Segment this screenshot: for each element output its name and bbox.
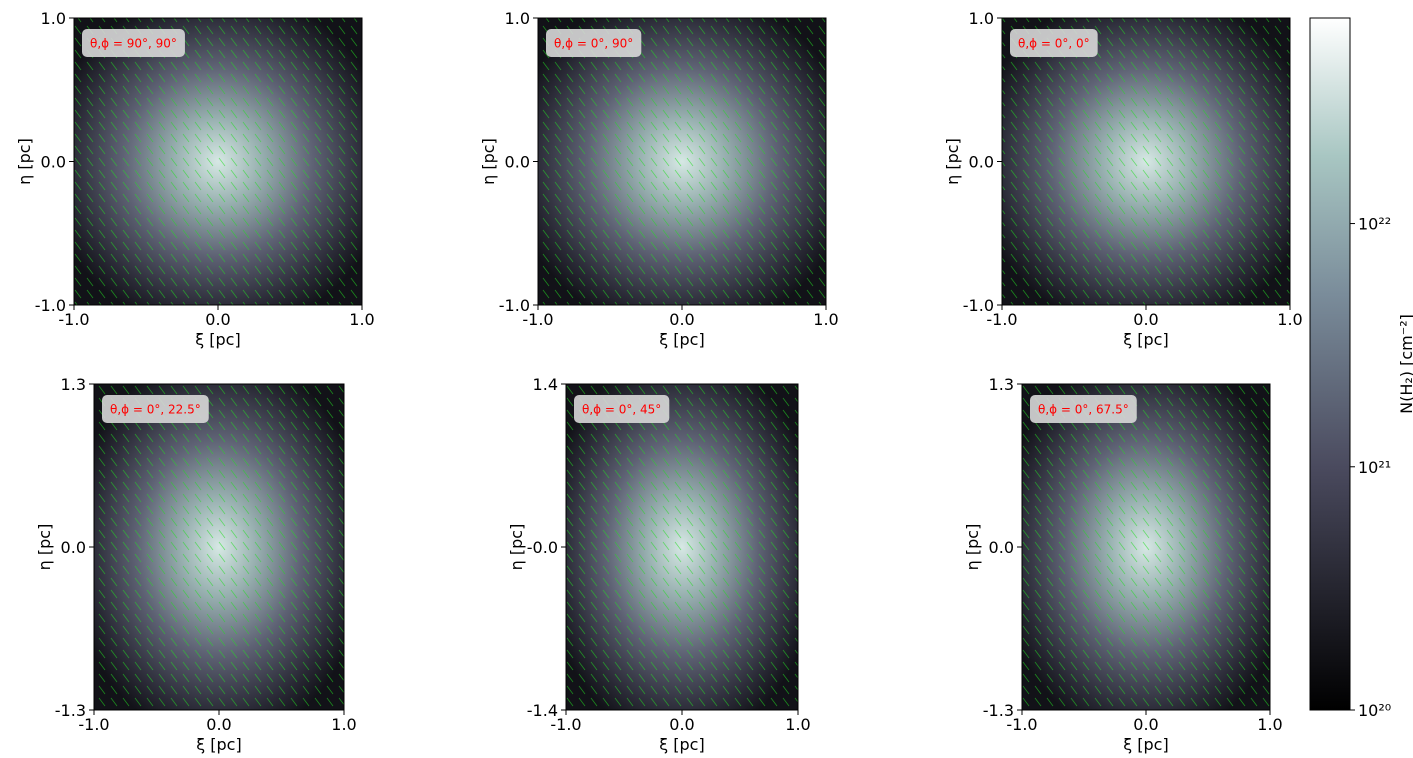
field-vectors <box>566 384 798 710</box>
panel-title: θ,ϕ = 0°, 90° <box>554 37 633 51</box>
x-tick-label: 1.0 <box>331 715 356 734</box>
x-tick-label: 0.0 <box>1133 715 1158 734</box>
panel-title: θ,ϕ = 0°, 22.5° <box>110 403 201 417</box>
panel-title: θ,ϕ = 0°, 45° <box>582 403 661 417</box>
x-tick-label: 0.0 <box>205 310 230 329</box>
x-tick-label: 1.0 <box>785 715 810 734</box>
y-axis-label: η [pc] <box>963 524 982 571</box>
field-vectors <box>1002 18 1290 305</box>
y-axis-label: η [pc] <box>943 138 962 185</box>
y-tick-label: 0.0 <box>989 538 1014 557</box>
field-vectors <box>94 384 344 710</box>
y-tick-label: 1.0 <box>505 9 530 28</box>
x-axis-label: ξ [pc] <box>659 735 704 754</box>
x-tick-label: 1.0 <box>1277 310 1302 329</box>
panel-title: θ,ϕ = 90°, 90° <box>90 37 177 51</box>
y-tick-label: 0.0 <box>41 153 66 172</box>
colorbar <box>1309 17 1351 711</box>
y-tick-label: 0.0 <box>505 153 530 172</box>
x-axis-label: ξ [pc] <box>196 735 241 754</box>
x-tick-label: -1.0 <box>550 715 581 734</box>
title-box <box>574 395 670 423</box>
y-tick-label: -1.3 <box>983 701 1014 720</box>
y-tick-label: 0.0 <box>61 538 86 557</box>
y-tick-label: -1.0 <box>35 296 66 315</box>
title-box <box>1010 29 1098 57</box>
y-tick-label: -1.4 <box>527 701 558 720</box>
x-tick-label: -1.0 <box>78 715 109 734</box>
x-tick-label: 0.0 <box>669 310 694 329</box>
y-tick-label: -1.3 <box>55 701 86 720</box>
y-tick-label: 1.0 <box>41 9 66 28</box>
y-axis-label: η [pc] <box>479 138 498 185</box>
colorbar-tick-label: 10²² <box>1358 215 1391 234</box>
x-tick-label: 0.0 <box>669 715 694 734</box>
x-axis-label: ξ [pc] <box>1123 735 1168 754</box>
x-tick-label: 0.0 <box>206 715 231 734</box>
y-tick-label: 1.3 <box>989 375 1014 394</box>
panel-title: θ,ϕ = 0°, 0° <box>1018 37 1090 51</box>
x-tick-label: -1.0 <box>522 310 553 329</box>
y-axis-label: η [pc] <box>35 524 54 571</box>
x-tick-label: 1.0 <box>349 310 374 329</box>
x-tick-label: -1.0 <box>1006 715 1037 734</box>
y-tick-label: -0.0 <box>527 538 558 557</box>
x-tick-label: -1.0 <box>58 310 89 329</box>
panel-title: θ,ϕ = 0°, 67.5° <box>1038 403 1129 417</box>
title-box <box>102 395 209 423</box>
y-tick-label: 1.4 <box>533 375 558 394</box>
title-box <box>82 29 185 57</box>
x-tick-label: 1.0 <box>813 310 838 329</box>
x-axis-label: ξ [pc] <box>659 330 704 349</box>
field-vectors <box>74 18 362 305</box>
x-axis-label: ξ [pc] <box>1123 330 1168 349</box>
x-tick-label: -1.0 <box>986 310 1017 329</box>
y-axis-label: η [pc] <box>507 524 526 571</box>
colorbar-label: N(H₂) [cm⁻²] <box>1397 314 1413 414</box>
title-box <box>1030 395 1137 423</box>
x-tick-label: 1.0 <box>1257 715 1282 734</box>
y-tick-label: -1.0 <box>963 296 994 315</box>
y-tick-label: 0.0 <box>969 153 994 172</box>
x-tick-label: 0.0 <box>1133 310 1158 329</box>
title-box <box>546 29 642 57</box>
colorbar-tick-label: 10²¹ <box>1358 458 1391 477</box>
y-tick-label: 1.0 <box>969 9 994 28</box>
colorbar-tick-label: 10²⁰ <box>1358 701 1391 720</box>
field-vectors <box>538 18 826 305</box>
y-tick-label: 1.3 <box>61 375 86 394</box>
field-vectors <box>1022 384 1270 710</box>
y-tick-label: -1.0 <box>499 296 530 315</box>
y-axis-label: η [pc] <box>15 138 34 185</box>
x-axis-label: ξ [pc] <box>195 330 240 349</box>
